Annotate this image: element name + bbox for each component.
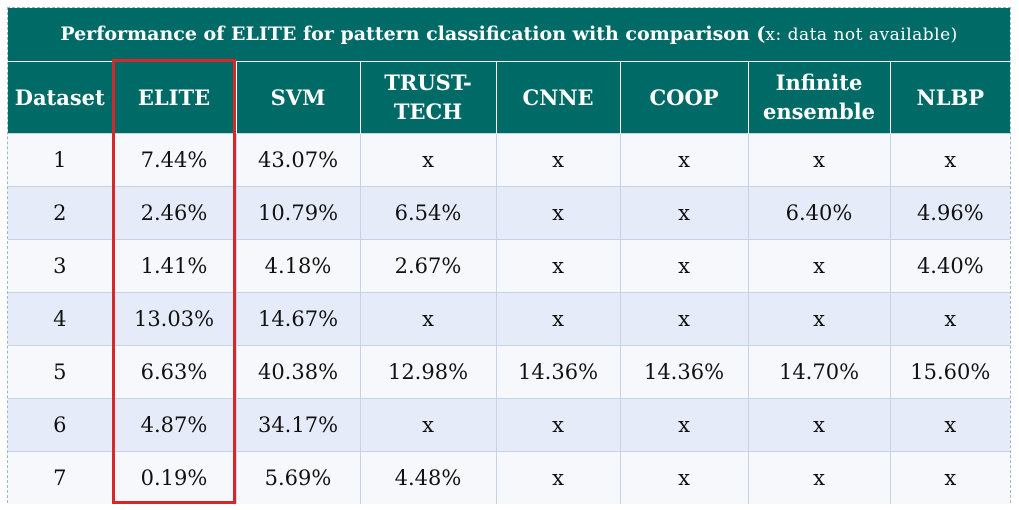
- cell-dataset: 4: [8, 291, 112, 345]
- cell-cnne: x: [495, 238, 620, 292]
- cell-elite: 2.46%: [111, 185, 236, 239]
- cell-nlbp: 15.60%: [889, 344, 1011, 398]
- cell-coop: 14.36%: [619, 344, 748, 398]
- table-title-text: Performance of ELITE for pattern classif…: [60, 23, 766, 46]
- cell-dataset: 7: [8, 450, 112, 504]
- cell-cnne: 14.36%: [495, 344, 620, 398]
- cell-dataset: 3: [8, 238, 112, 292]
- cell-svm: 40.38%: [235, 344, 360, 398]
- cell-cnne: x: [495, 132, 620, 186]
- cell-nlbp: x: [889, 291, 1011, 345]
- header-cnne: CNNE: [495, 61, 620, 133]
- table-row: 6 4.87% 34.17% x x x x x: [8, 397, 1011, 451]
- table-row: 5 6.63% 40.38% 12.98% 14.36% 14.36% 14.70% 15.6…: [8, 344, 1011, 398]
- cell-trust-tech: 6.54%: [359, 185, 496, 239]
- cell-elite: 7.44%: [111, 132, 236, 186]
- cell-cnne: x: [495, 291, 620, 345]
- cell-svm: 4.18%: [235, 238, 360, 292]
- cell-svm: 43.07%: [235, 132, 360, 186]
- cell-elite: 13.03%: [111, 291, 236, 345]
- table-row: 2 2.46% 10.79% 6.54% x x 6.40% 4.96%: [8, 185, 1011, 239]
- cell-svm: 10.79%: [235, 185, 360, 239]
- header-trust-tech-line1: TRUST-: [384, 70, 472, 95]
- cell-nlbp: 4.96%: [889, 185, 1011, 239]
- cell-infinite-ensemble: x: [747, 291, 890, 345]
- cell-infinite-ensemble: 14.70%: [747, 344, 890, 398]
- table-row: 7 0.19% 5.69% 4.48% x x x x: [8, 450, 1011, 504]
- cell-coop: x: [619, 185, 748, 239]
- cell-svm: 5.69%: [235, 450, 360, 504]
- cell-trust-tech: 4.48%: [359, 450, 496, 504]
- cell-coop: x: [619, 397, 748, 451]
- header-infinite-ensemble-line1: Infinite: [775, 70, 863, 95]
- header-infinite-ensemble-line2: ensemble: [762, 99, 876, 124]
- cell-coop: x: [619, 291, 748, 345]
- cell-svm: 14.67%: [235, 291, 360, 345]
- cell-elite: 0.19%: [111, 450, 236, 504]
- cell-dataset: 1: [8, 132, 112, 186]
- cell-dataset: 6: [8, 397, 112, 451]
- header-dataset: Dataset: [8, 61, 112, 133]
- cell-elite: 4.87%: [111, 397, 236, 451]
- table-row: 4 13.03% 14.67% x x x x x: [8, 291, 1011, 345]
- cell-infinite-ensemble: x: [747, 397, 890, 451]
- header-elite: ELITE: [111, 61, 236, 133]
- header-svm: SVM: [235, 61, 360, 133]
- cell-trust-tech: x: [359, 291, 496, 345]
- header-infinite-ensemble: Infinite ensemble: [747, 61, 890, 133]
- comparison-table-container: Performance of ELITE for pattern classif…: [7, 7, 1011, 504]
- table-row: 3 1.41% 4.18% 2.67% x x x 4.40%: [8, 238, 1011, 292]
- table-title-note: x: data not available): [765, 25, 958, 46]
- cell-infinite-ensemble: 6.40%: [747, 185, 890, 239]
- cell-coop: x: [619, 132, 748, 186]
- table-title: Performance of ELITE for pattern classif…: [8, 8, 1011, 62]
- cell-elite: 6.63%: [111, 344, 236, 398]
- cell-dataset: 5: [8, 344, 112, 398]
- cell-svm: 34.17%: [235, 397, 360, 451]
- table-row: 1 7.44% 43.07% x x x x x: [8, 132, 1011, 186]
- cell-cnne: x: [495, 185, 620, 239]
- cell-infinite-ensemble: x: [747, 132, 890, 186]
- cell-dataset: 2: [8, 185, 112, 239]
- header-nlbp: NLBP: [889, 61, 1011, 133]
- cell-trust-tech: 12.98%: [359, 344, 496, 398]
- cell-infinite-ensemble: x: [747, 238, 890, 292]
- cell-coop: x: [619, 238, 748, 292]
- cell-nlbp: x: [889, 132, 1011, 186]
- header-coop: COOP: [619, 61, 748, 133]
- cell-cnne: x: [495, 450, 620, 504]
- cell-elite: 1.41%: [111, 238, 236, 292]
- header-row: Dataset ELITE SVM TRUST- TECH CNNE COOP …: [8, 61, 1011, 133]
- cell-nlbp: x: [889, 450, 1011, 504]
- cell-infinite-ensemble: x: [747, 450, 890, 504]
- cell-trust-tech: 2.67%: [359, 238, 496, 292]
- cell-trust-tech: x: [359, 397, 496, 451]
- header-trust-tech-line2: TECH: [393, 99, 463, 124]
- comparison-table: Performance of ELITE for pattern classif…: [8, 8, 1011, 504]
- cell-coop: x: [619, 450, 748, 504]
- header-trust-tech: TRUST- TECH: [359, 61, 496, 133]
- cell-cnne: x: [495, 397, 620, 451]
- cell-nlbp: 4.40%: [889, 238, 1011, 292]
- cell-trust-tech: x: [359, 132, 496, 186]
- table-body: 1 7.44% 43.07% x x x x x 2 2.46% 10.79% 6.54% x x 6.40…: [8, 132, 1011, 504]
- cell-nlbp: x: [889, 397, 1011, 451]
